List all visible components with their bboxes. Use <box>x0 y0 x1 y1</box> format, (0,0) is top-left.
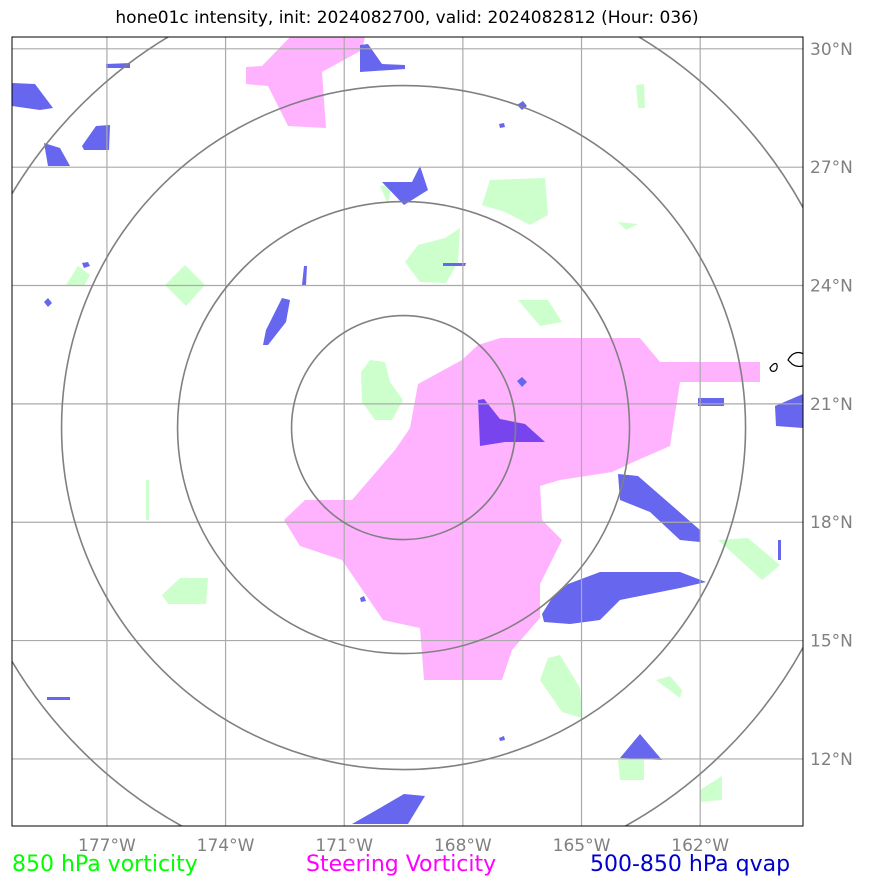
longitude-tick-label: 168°W <box>434 836 492 856</box>
latitude-tick-label: 18°N <box>810 513 853 533</box>
vorticity-patch <box>618 760 644 780</box>
latitude-tick-label: 15°N <box>810 632 853 652</box>
range-rings <box>12 37 803 826</box>
vorticity-patch <box>66 266 90 286</box>
vorticity-patch <box>656 676 682 698</box>
vorticity-patch <box>618 222 638 230</box>
vorticity-patch <box>518 300 562 326</box>
qvap-layer <box>12 44 803 824</box>
vorticity-patch <box>718 538 780 580</box>
qvap-patch <box>778 540 781 560</box>
vorticity-patch <box>405 228 460 283</box>
qvap-patch <box>499 123 505 128</box>
longitude-tick-label: 162°W <box>671 836 729 856</box>
vorticity-850-layer <box>66 84 780 802</box>
qvap-patch <box>44 143 70 166</box>
steering-vorticity-layer <box>246 37 760 680</box>
qvap-patch <box>499 736 505 741</box>
longitude-tick-label: 171°W <box>315 836 373 856</box>
latitude-tick-label: 21°N <box>810 395 853 415</box>
longitude-tick-label: 165°W <box>553 836 611 856</box>
qvap-patch <box>360 596 366 602</box>
map-frame <box>11 36 804 827</box>
map-title: hone01c intensity, init: 2024082700, val… <box>115 8 699 28</box>
vorticity-patch <box>361 360 403 420</box>
map-layers <box>12 37 803 824</box>
latitude-tick-label: 24°N <box>810 277 853 297</box>
range-ring <box>290 314 517 541</box>
overlap-layer <box>478 399 545 446</box>
latitude-tick-label: 30°N <box>810 40 853 60</box>
qvap-patch <box>618 474 700 542</box>
qvap-patch <box>44 298 52 307</box>
coastline-island <box>787 351 803 368</box>
longitude-tick-label: 177°W <box>78 836 136 856</box>
steering-patch <box>284 338 760 680</box>
vorticity-patch <box>482 178 548 225</box>
qvap-patch <box>82 262 90 268</box>
overlap-patch <box>478 399 545 446</box>
vorticity-patch <box>146 480 149 520</box>
range-ring <box>176 200 631 655</box>
qvap-patch <box>775 394 803 428</box>
latitude-tick-label: 12°N <box>810 750 853 770</box>
steering-patch <box>246 37 365 128</box>
qvap-patch <box>263 298 290 345</box>
qvap-patch <box>82 125 110 150</box>
longitude-labels: 177°W 174°W 171°W 168°W 165°W 162°W <box>78 836 729 856</box>
legend-vorticity-850: 850 hPa vorticity <box>12 852 198 877</box>
longitude-tick-label: 174°W <box>197 836 255 856</box>
vorticity-patch <box>700 776 722 802</box>
graticule <box>12 37 803 826</box>
qvap-patch <box>302 266 307 285</box>
qvap-patch <box>620 734 662 760</box>
vorticity-patch <box>540 655 582 718</box>
qvap-patch <box>47 697 70 700</box>
legend-qvap: 500-850 hPa qvap <box>590 852 791 877</box>
vorticity-patch <box>162 578 208 604</box>
qvap-patch <box>382 166 428 205</box>
qvap-patch <box>352 794 425 824</box>
qvap-patch <box>542 572 706 624</box>
qvap-patch <box>443 263 466 266</box>
coastline <box>769 351 803 372</box>
qvap-patch <box>698 398 724 406</box>
legend-steering-vorticity: Steering Vorticity <box>306 852 497 877</box>
coastline-island <box>769 362 778 372</box>
range-ring <box>60 84 747 771</box>
qvap-patch <box>12 83 53 110</box>
qvap-patch <box>360 44 405 72</box>
latitude-labels: 30°N 27°N 24°N 21°N 18°N 15°N 12°N <box>810 40 853 770</box>
qvap-patch <box>517 377 527 387</box>
latitude-tick-label: 27°N <box>810 158 853 178</box>
vorticity-patch <box>636 84 645 108</box>
